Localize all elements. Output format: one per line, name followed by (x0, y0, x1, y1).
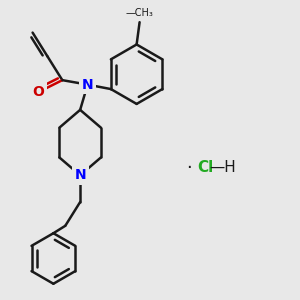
Text: N: N (74, 168, 86, 182)
Text: Cl: Cl (197, 160, 213, 175)
Text: —CH₃: —CH₃ (126, 8, 154, 18)
Text: ·: · (186, 159, 191, 177)
Text: —H: —H (209, 160, 236, 175)
Text: N: N (82, 78, 93, 92)
Text: O: O (33, 85, 44, 99)
